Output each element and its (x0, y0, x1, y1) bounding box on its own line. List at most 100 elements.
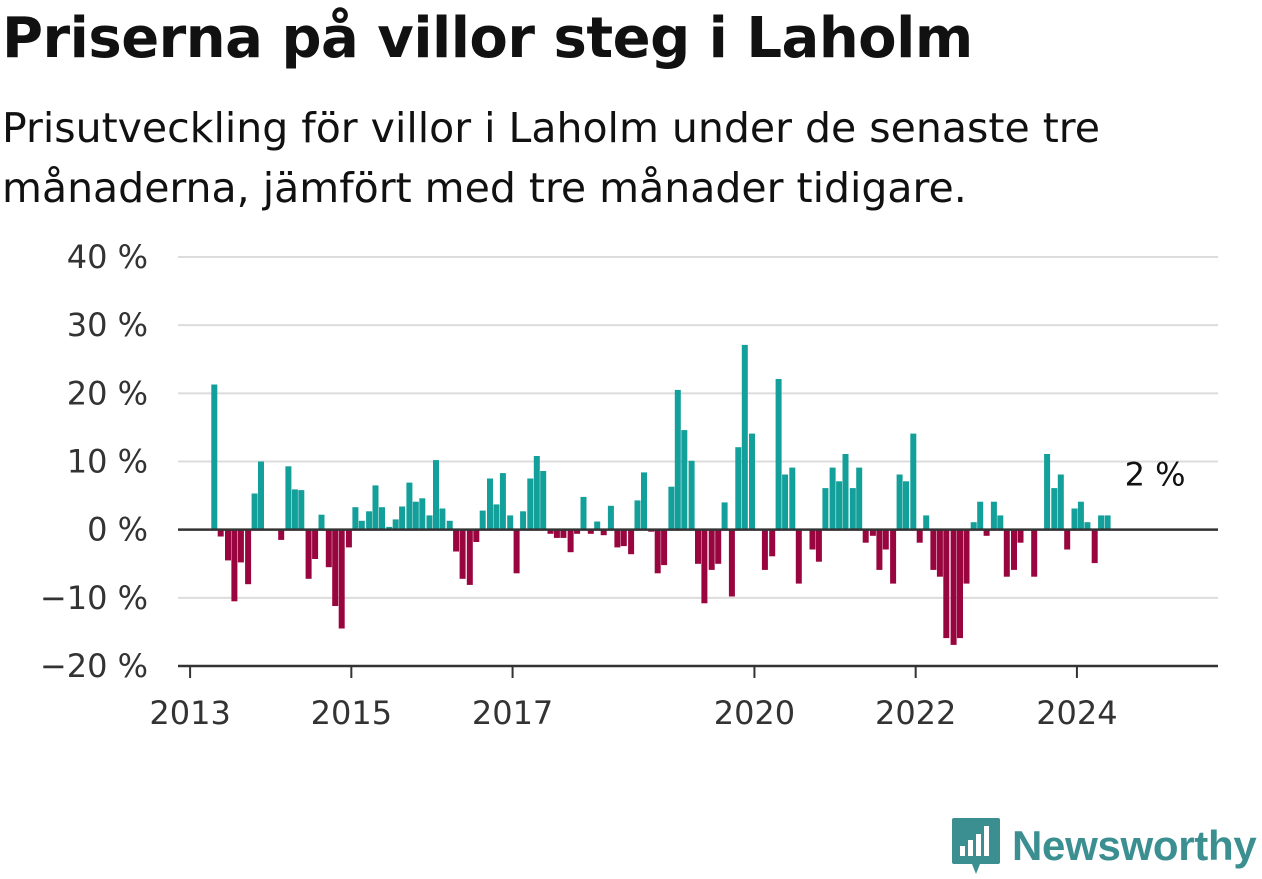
bar (231, 529, 238, 602)
bar (439, 508, 446, 530)
tick-labels: −20 % −10 % 0 % 10 % 20 % 30 % 40 % 2013 2015 201… (40, 238, 1118, 730)
bar (507, 515, 514, 530)
bar (815, 529, 822, 562)
bar (876, 529, 883, 570)
bars: 2 % (211, 344, 1186, 645)
bar (930, 529, 937, 570)
bar (943, 529, 950, 639)
bar (903, 481, 909, 530)
bar (318, 514, 325, 530)
bar (251, 493, 258, 530)
bar (245, 529, 252, 585)
bar (1017, 529, 1024, 543)
bar (446, 520, 453, 530)
bar (540, 471, 547, 530)
bar (587, 529, 594, 534)
bar (1091, 529, 1098, 564)
bar (641, 472, 647, 530)
bar (721, 502, 728, 530)
bar (983, 529, 990, 536)
bar (822, 488, 829, 530)
bar (1003, 529, 1010, 577)
bar (761, 529, 768, 570)
bar (634, 500, 641, 530)
bar (419, 498, 426, 530)
bar (379, 507, 385, 530)
bar (560, 529, 567, 538)
bar (1084, 522, 1091, 530)
bar (547, 529, 554, 534)
bar (661, 529, 668, 566)
bar (749, 433, 755, 530)
bar (366, 511, 373, 530)
bar (715, 529, 722, 564)
bar (688, 460, 695, 530)
bar (795, 529, 802, 584)
bar (620, 529, 627, 547)
bar (1051, 488, 1058, 530)
bar (856, 467, 863, 530)
bar (735, 447, 742, 530)
bar (453, 529, 460, 552)
y-tick-label: −10 % (40, 579, 148, 617)
bar (217, 529, 224, 537)
bar (466, 529, 473, 585)
x-tick-label: 2013 (149, 694, 230, 730)
bar (701, 529, 708, 604)
bar (533, 456, 540, 530)
bar (433, 460, 439, 530)
bar (1077, 501, 1084, 530)
bar (890, 529, 897, 584)
bar (237, 529, 244, 563)
bar (1031, 529, 1038, 577)
bar (782, 474, 789, 530)
bar (842, 454, 849, 530)
bar (499, 473, 506, 530)
bar (479, 510, 486, 530)
x-tick-label: 2020 (714, 694, 795, 730)
bar (910, 433, 917, 530)
bar (628, 529, 635, 555)
bar (291, 489, 298, 530)
bar (412, 501, 419, 530)
bar (493, 504, 500, 530)
bar (386, 526, 393, 530)
y-tick-label: 20 % (67, 374, 148, 412)
bar (668, 486, 675, 530)
x-tick-label: 2017 (472, 694, 553, 730)
bar (869, 529, 876, 536)
bar (916, 529, 923, 543)
bar (553, 529, 560, 538)
y-tick-label: 0 % (87, 511, 148, 549)
bar (1098, 515, 1105, 530)
axes (178, 528, 1218, 678)
bar (1044, 454, 1051, 530)
newsworthy-brand: Newsworthy (950, 816, 1257, 876)
bar (520, 511, 527, 530)
bar (567, 529, 574, 553)
last-value-label: 2 % (1125, 455, 1186, 493)
chart-title: Priserna på villor steg i Laholm (2, 6, 973, 71)
bar (426, 515, 433, 530)
bar (936, 529, 943, 577)
bar (950, 529, 957, 645)
bar (1011, 529, 1017, 570)
bar (332, 529, 339, 606)
bar (527, 478, 534, 530)
x-tick-label: 2024 (1036, 694, 1117, 730)
bar (513, 529, 520, 574)
bar (923, 515, 930, 530)
bar (580, 496, 587, 530)
bar (809, 529, 816, 550)
y-tick-label: 40 % (67, 238, 148, 276)
y-tick-label: 30 % (67, 306, 148, 344)
bar (1057, 474, 1064, 530)
bar (345, 529, 352, 548)
bar (399, 506, 406, 530)
bar (963, 529, 970, 584)
bar (312, 529, 319, 559)
newsworthy-logo-icon (952, 818, 1000, 874)
bar (358, 520, 365, 530)
bar (775, 379, 782, 530)
bar (695, 529, 701, 564)
